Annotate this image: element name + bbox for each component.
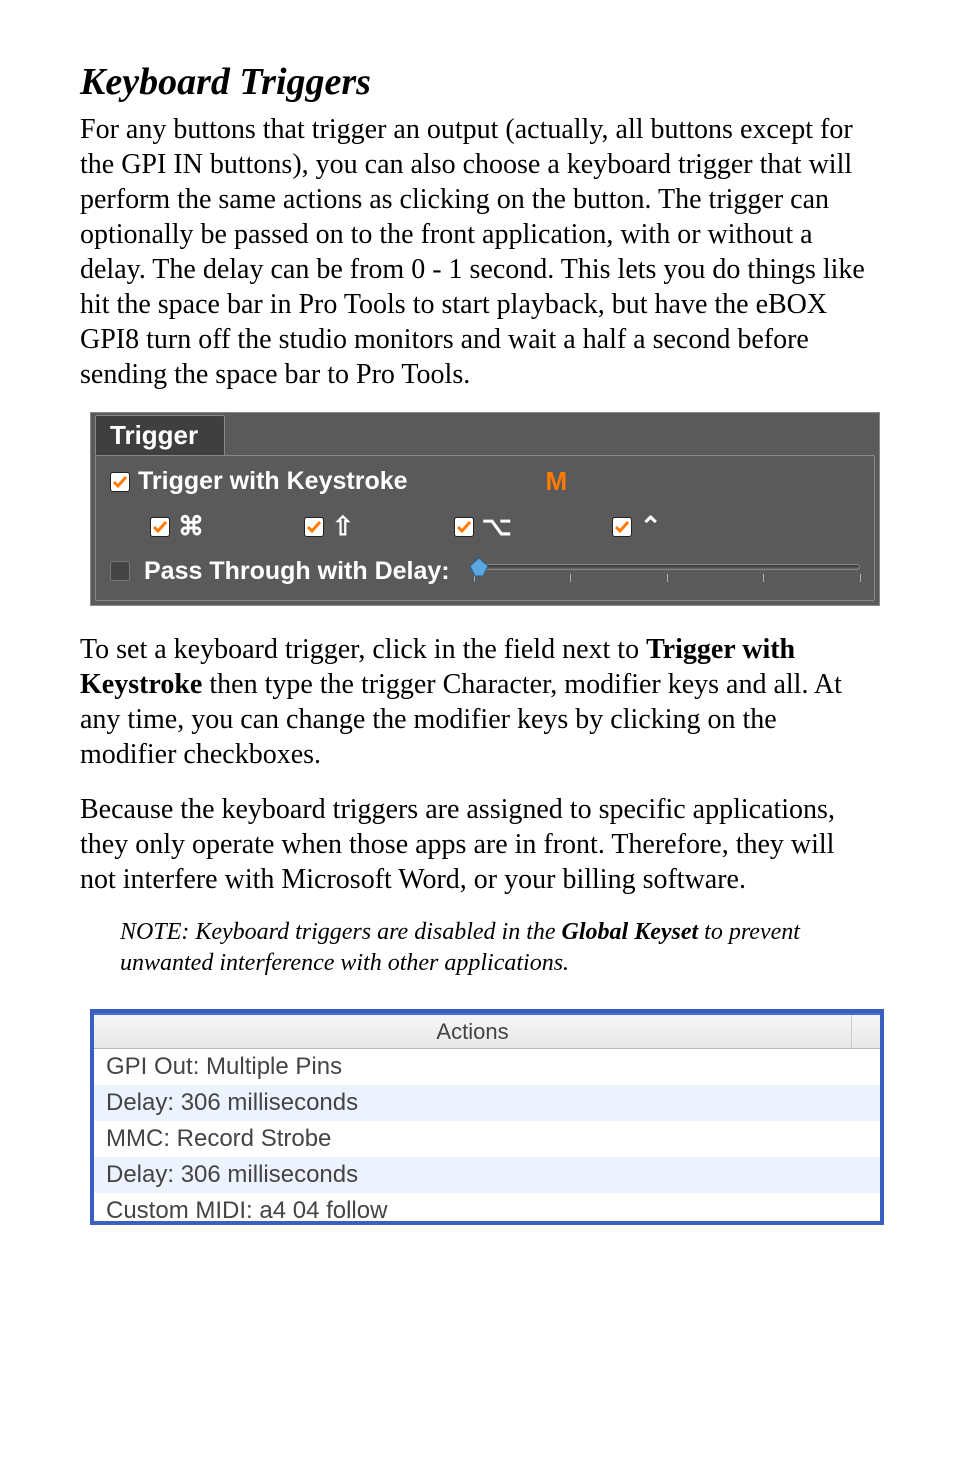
checkmark-icon — [614, 519, 630, 535]
checkmark-icon — [306, 519, 322, 535]
modifier-ctrl-symbol: ⌃ — [640, 511, 662, 542]
modifier-shift-checkbox[interactable] — [304, 517, 324, 537]
para2-a: To set a keyboard trigger, click in the … — [80, 634, 646, 665]
paragraph-intro: For any buttons that trigger an output (… — [80, 112, 874, 392]
slider-ticks — [474, 572, 860, 582]
trigger-with-keystroke-label: Trigger with Keystroke — [138, 467, 408, 496]
keystroke-char-field[interactable]: M — [546, 466, 568, 497]
pass-through-row: Pass Through with Delay: — [110, 556, 860, 586]
trigger-panel-body: Trigger with Keystroke M ⌘ ⇧ ⌥ — [95, 455, 875, 601]
slider-track — [474, 564, 860, 570]
modifier-opt-symbol: ⌥ — [482, 511, 512, 542]
note-paragraph: NOTE: Keyboard triggers are disabled in … — [120, 917, 874, 979]
actions-row[interactable]: Custom MIDI: a4 04 follow — [94, 1193, 880, 1221]
modifier-ctrl[interactable]: ⌃ — [612, 511, 662, 542]
modifier-shift-symbol: ⇧ — [332, 511, 354, 542]
modifier-cmd-checkbox[interactable] — [150, 517, 170, 537]
actions-header-spacer — [852, 1015, 880, 1048]
slider-thumb-icon — [468, 556, 490, 578]
actions-row[interactable]: GPI Out: Multiple Pins — [94, 1049, 880, 1085]
note-a: NOTE: Keyboard triggers are disabled in … — [120, 919, 562, 945]
note-bold: Global Keyset — [562, 919, 699, 945]
checkmark-icon — [456, 519, 472, 535]
modifier-row: ⌘ ⇧ ⌥ ⌃ — [110, 511, 860, 542]
section-title: Keyboard Triggers — [80, 60, 874, 104]
actions-row[interactable]: Delay: 306 milliseconds — [94, 1085, 880, 1121]
delay-slider[interactable] — [464, 556, 860, 586]
trigger-panel: Trigger Trigger with Keystroke M ⌘ ⇧ — [90, 412, 880, 606]
pass-through-checkbox[interactable] — [110, 561, 130, 581]
modifier-opt-checkbox[interactable] — [454, 517, 474, 537]
checkmark-icon — [152, 519, 168, 535]
actions-header-row: Actions — [94, 1015, 880, 1049]
modifier-cmd-symbol: ⌘ — [178, 511, 204, 542]
actions-row[interactable]: Delay: 306 milliseconds — [94, 1157, 880, 1193]
modifier-shift[interactable]: ⇧ — [304, 511, 354, 542]
trigger-with-keystroke-checkbox[interactable] — [110, 472, 130, 492]
pass-through-label: Pass Through with Delay: — [144, 557, 450, 586]
actions-row[interactable]: MMC: Record Strobe — [94, 1121, 880, 1157]
paragraph-set-trigger: To set a keyboard trigger, click in the … — [80, 632, 874, 772]
modifier-ctrl-checkbox[interactable] — [612, 517, 632, 537]
modifier-cmd[interactable]: ⌘ — [150, 511, 204, 542]
paragraph-app-specific: Because the keyboard triggers are assign… — [80, 792, 874, 897]
modifier-opt[interactable]: ⌥ — [454, 511, 512, 542]
trigger-row-keystroke: Trigger with Keystroke M — [110, 466, 860, 497]
actions-header-label: Actions — [94, 1015, 852, 1048]
trigger-panel-title: Trigger — [95, 415, 225, 455]
checkmark-icon — [112, 474, 128, 490]
actions-table: Actions GPI Out: Multiple Pins Delay: 30… — [90, 1009, 884, 1225]
